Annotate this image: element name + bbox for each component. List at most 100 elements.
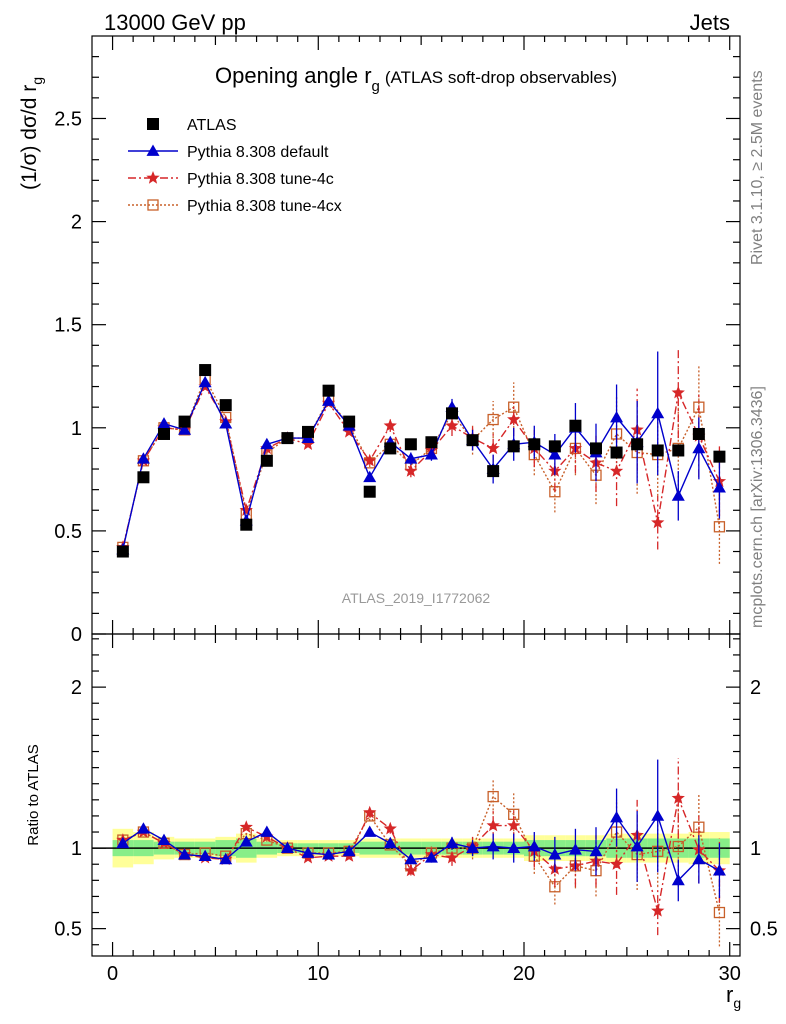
legend-marker	[147, 199, 159, 211]
title-sub: g	[372, 78, 380, 95]
bottom-series-2-point	[383, 821, 397, 835]
top-series-2-point	[383, 418, 397, 432]
bottom-series-1-point	[651, 809, 665, 821]
top-series-1-line	[122, 380, 721, 550]
top-series-1-point	[260, 437, 274, 450]
top-series-atlas-point	[343, 415, 356, 428]
top-series-1-point	[157, 417, 171, 429]
bottom-series-1-point	[280, 841, 294, 854]
header-left: 13000 GeV pp	[104, 10, 246, 35]
top-series-atlas-point	[631, 438, 644, 451]
bottom-y-tick-label-left: 2	[71, 677, 82, 699]
top-series-2-point	[486, 441, 500, 455]
top-series-2-point	[651, 515, 665, 529]
top-series-atlas-point	[528, 438, 541, 451]
bottom-series-3-point	[672, 840, 684, 853]
bottom-series-1-point	[486, 840, 500, 852]
bottom-series-2-point	[239, 820, 253, 833]
bottom-series-2-point	[671, 791, 685, 804]
bottom-series-2-point	[363, 805, 377, 819]
top-y-tick-label: 2	[71, 212, 82, 234]
top-series-atlas-point	[446, 407, 458, 420]
legend-marker	[146, 144, 160, 156]
top-series-1-point	[198, 375, 212, 388]
top-series-1-point	[651, 406, 665, 419]
top-ylabel-main: (1/σ) dσ/d r	[18, 85, 41, 190]
bottom-series-2-point	[404, 863, 418, 877]
top-panel: 00.511.522.5 Opening angle rg (ATLAS soft…	[18, 35, 741, 646]
top-series-1-point	[610, 410, 624, 423]
bottom-series-1-point	[322, 848, 336, 860]
top-series-2-point	[239, 503, 253, 516]
bottom-series-3-point	[487, 790, 499, 803]
bottom-x-tick-label: 10	[307, 963, 329, 985]
bottom-series-3-point	[713, 906, 726, 919]
bottom-series-1-point	[157, 833, 171, 845]
chart-title: Opening angle rg (ATLAS soft-drop observa…	[215, 63, 617, 95]
top-series-atlas-point	[713, 450, 726, 463]
bottom-series-1-point	[445, 836, 459, 849]
top-series-atlas-point	[219, 399, 232, 412]
bottom-series-1-point	[301, 846, 315, 858]
bottom-y-tick-labels: 0.5 0.5 1 1 2 2	[54, 677, 778, 941]
top-series-1-point	[363, 470, 377, 483]
legend-label: Pythia 8.308 tune-4c	[187, 171, 334, 188]
top-series-atlas-point	[137, 471, 150, 484]
top-series-atlas-point	[260, 454, 273, 467]
bottom-series-1-point	[610, 811, 624, 823]
top-series-1-point	[136, 452, 150, 464]
top-series-atlas-point	[466, 434, 479, 447]
top-series-atlas-point	[672, 444, 685, 457]
top-series	[116, 347, 727, 564]
top-series-3-point	[713, 521, 726, 533]
bottom-panel: 0.5 0.5 1 1 2 2 0 10 20 30 Ratio to ATLAS rg	[25, 633, 778, 1011]
top-series-atlas-point	[116, 545, 129, 558]
top-y-tick-labels: 0 0.5 1 1.5 2 2.5	[54, 108, 82, 646]
top-series-2-point	[609, 464, 624, 477]
mcplots-label: mcplots.cern.ch [arXiv:1306.3436]	[749, 386, 766, 628]
bottom-series-3-line	[122, 795, 721, 913]
header-right: Jets	[690, 10, 730, 35]
top-series-atlas-point	[487, 465, 500, 478]
legend-label: Pythia 8.308 tune-4cx	[187, 198, 342, 215]
top-series-2-point	[671, 385, 685, 399]
bottom-series-1-point	[466, 841, 480, 854]
top-series-1-point	[692, 441, 706, 454]
top-axis-ticks	[92, 36, 740, 635]
bottom-series-1-point	[383, 836, 397, 849]
bottom-y-tick-label-right: 2	[750, 677, 761, 699]
top-ylabel: (1/σ) dσ/d rg	[18, 77, 45, 190]
top-series-1-point	[548, 448, 562, 460]
top-series-1-point	[219, 417, 233, 429]
bottom-series	[116, 757, 727, 947]
top-series-atlas-point	[322, 384, 335, 397]
top-series-2-point	[507, 412, 521, 426]
bottom-y-tick-label-right: 1	[750, 838, 761, 860]
bottom-xlabel: rg	[726, 982, 741, 1011]
bottom-y-tick-label-left: 0.5	[54, 919, 82, 941]
bottom-series-1-point	[260, 825, 274, 837]
bottom-series-2-point	[609, 857, 624, 870]
top-series-2-point	[445, 418, 459, 432]
bottom-axis-ticks	[92, 634, 740, 956]
legend: ATLAS Pythia 8.308 default Pythia 8.308 tu…	[128, 117, 342, 215]
top-ylabel-sub: g	[29, 77, 45, 85]
bottom-series-1-point	[342, 844, 356, 857]
top-series-atlas-point	[610, 446, 623, 459]
top-series-atlas-point	[302, 425, 314, 438]
top-y-tick-label: 2.5	[54, 108, 82, 130]
top-series-1-point	[322, 394, 336, 406]
title-main: Opening angle r	[215, 63, 372, 88]
bottom-series-1-point	[671, 873, 685, 886]
bottom-ylabel: Ratio to ATLAS	[25, 744, 42, 845]
bottom-series-1-point	[507, 841, 521, 854]
top-series-3-line	[122, 376, 721, 548]
rivet-label: Rivet 3.1.10, ≥ 2.5M events	[749, 70, 766, 265]
top-series-atlas-point	[384, 442, 397, 455]
bottom-series-2-point	[486, 818, 500, 832]
top-series-atlas-point	[548, 440, 561, 453]
top-series-atlas-point	[507, 440, 520, 453]
bottom-y-tick-label-right: 0.5	[750, 919, 778, 941]
top-series-atlas-point	[363, 485, 376, 498]
